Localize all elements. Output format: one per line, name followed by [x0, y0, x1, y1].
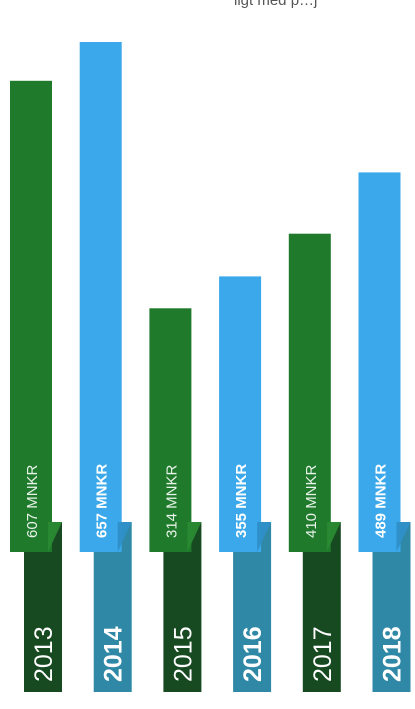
value-label-2018: 489 MNKR [373, 464, 390, 538]
bar-fold-2018 [396, 522, 411, 552]
value-label-2017: 410 MNKR [303, 464, 320, 538]
value-label-2013: 607 MNKR [24, 464, 41, 538]
value-label-2014: 657 MNKR [94, 464, 111, 538]
bar-fold-2013 [48, 522, 62, 552]
bar-fold-2014 [117, 522, 132, 552]
bar-2016 [219, 276, 262, 552]
year-label-2014: 2014 [100, 626, 128, 682]
year-label-2018: 2018 [379, 626, 407, 682]
bar-2015 [149, 308, 192, 552]
value-label-2016: 355 MNKR [233, 464, 250, 538]
value-label-2015: 314 MNKR [163, 464, 180, 538]
year-label-2017: 2017 [309, 626, 337, 682]
bar-2014 [79, 42, 122, 552]
bar-2018 [358, 172, 401, 552]
bar-2013 [10, 80, 52, 553]
bar-fold-2015 [187, 522, 202, 552]
bar-2017 [288, 233, 331, 552]
year-label-2016: 2016 [239, 626, 267, 682]
year-label-2015: 2015 [169, 626, 197, 682]
bar-fold-2016 [257, 522, 272, 552]
year-label-2013: 2013 [30, 626, 58, 682]
bar-fold-2017 [326, 522, 341, 552]
partial-caption-text: ligt med p…j [234, 0, 318, 9]
